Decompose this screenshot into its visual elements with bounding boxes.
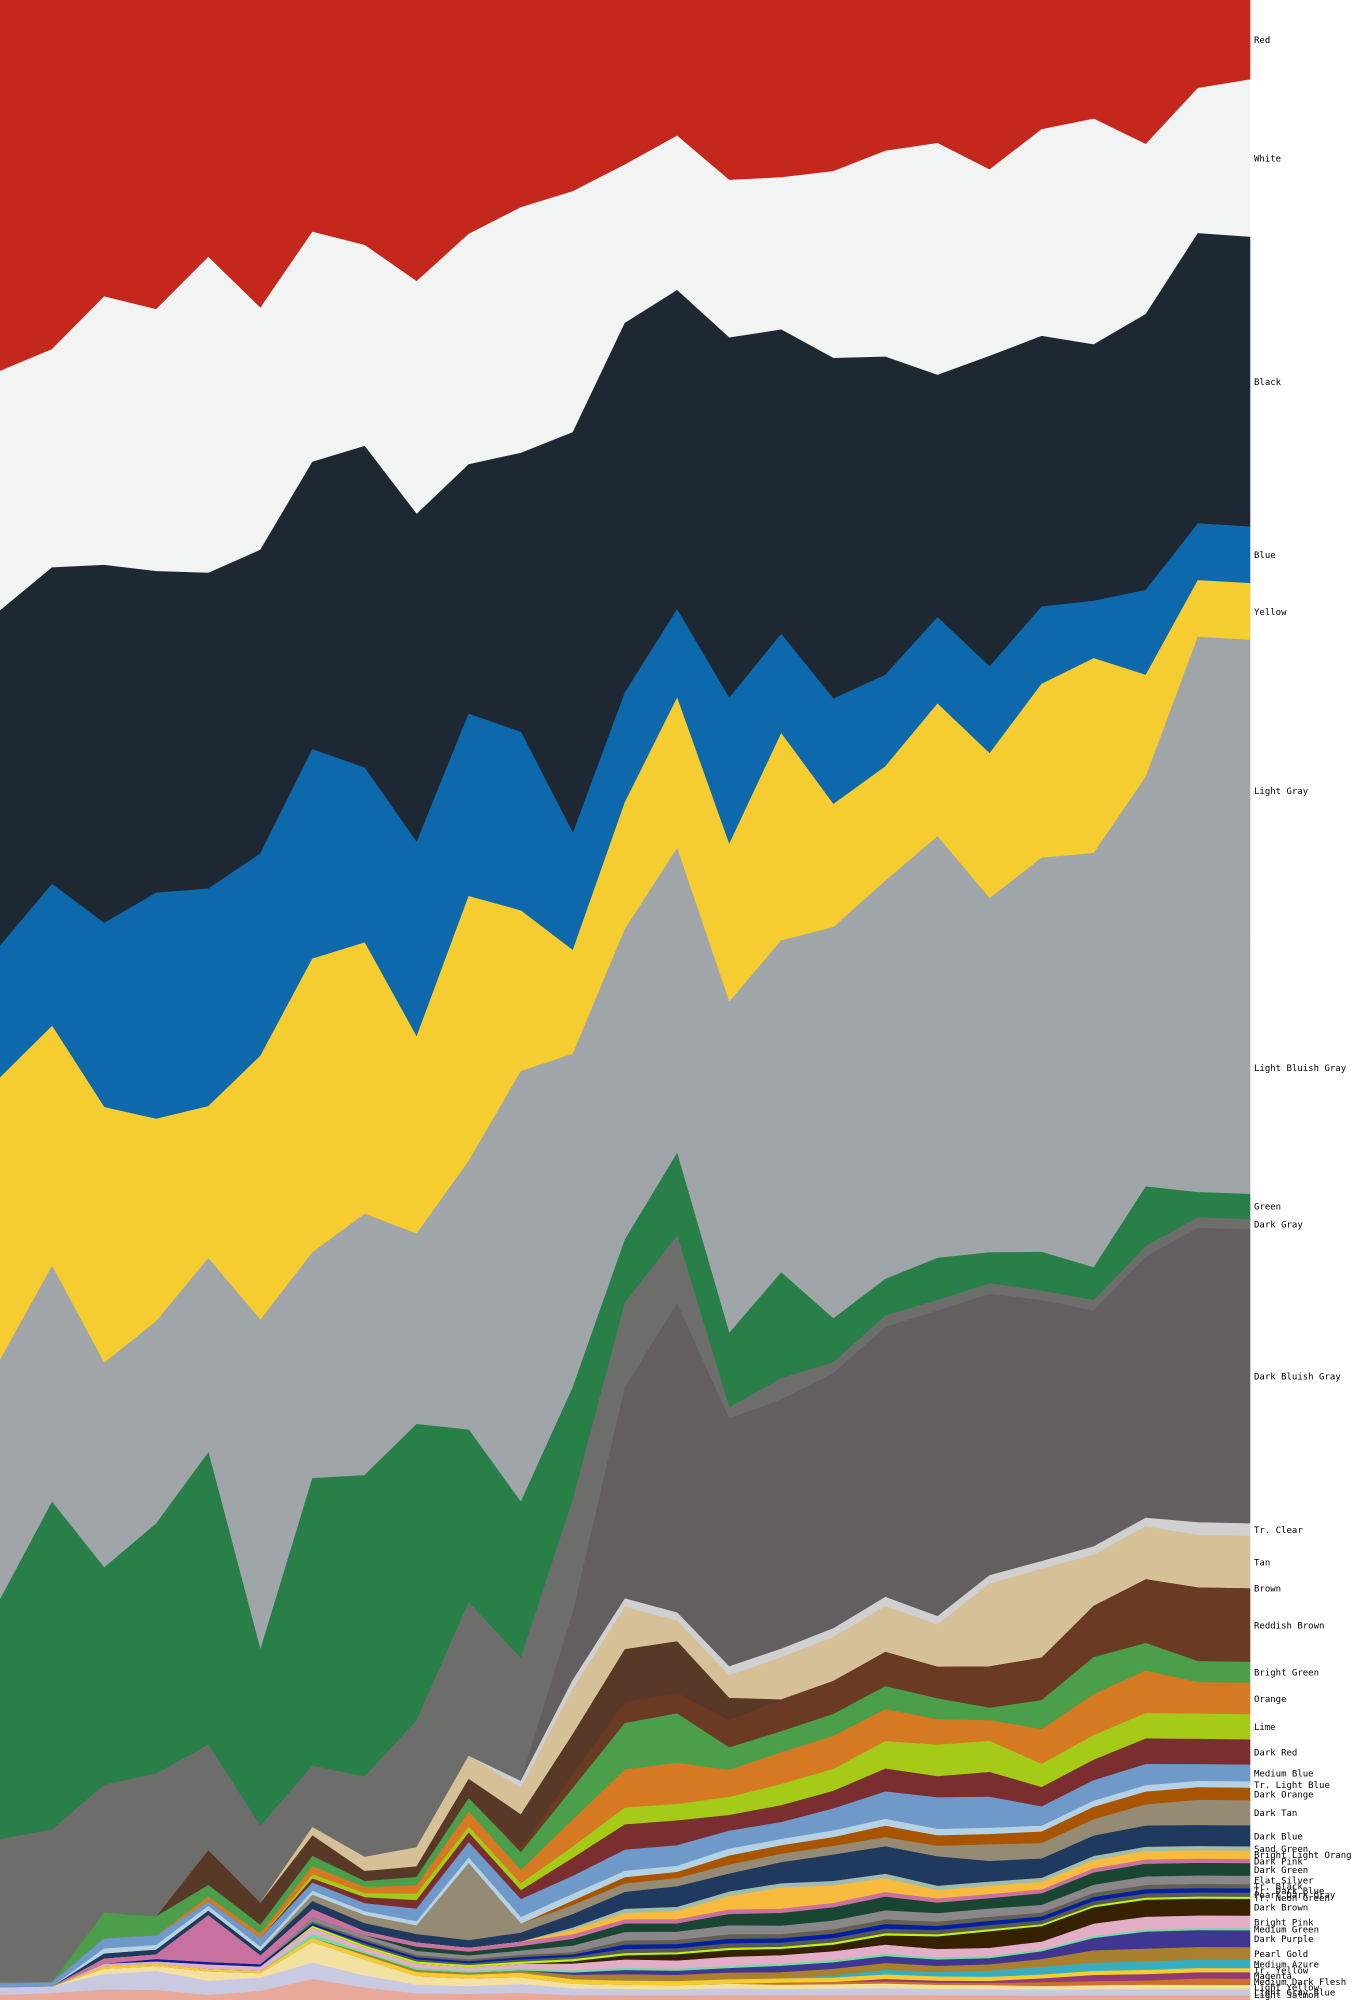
label-brown: Brown: [1254, 1585, 1281, 1595]
label-light-salmon: Light Salmon: [1254, 1991, 1319, 2000]
label-green: Green: [1254, 1203, 1281, 1213]
label-dark-bluish-gray: Dark Bluish Gray: [1254, 1373, 1341, 1383]
label-sand-green: Sand Green: [1254, 1845, 1308, 1855]
label-light-bluish-gray: Light Bluish Gray: [1254, 1064, 1347, 1074]
label-flat-silver: Flat Silver: [1254, 1876, 1314, 1886]
label-dark-purple: Dark Purple: [1254, 1935, 1314, 1945]
label-magenta: Magenta: [1254, 1972, 1292, 1982]
label-dark-blue: Dark Blue: [1254, 1832, 1303, 1842]
label-tr-light-blue: Tr. Light Blue: [1254, 1781, 1330, 1791]
label-tr-neon-green: Tr. Neon Green: [1254, 1894, 1330, 1904]
label-medium-dark-flesh: Medium Dark Flesh: [1254, 1978, 1346, 1988]
label-blue: Blue: [1254, 551, 1276, 561]
label-red: Red: [1254, 36, 1270, 46]
label-dark-tan: Dark Tan: [1254, 1809, 1297, 1819]
label-dark-pink: Dark Pink: [1254, 1857, 1303, 1867]
label-tr-dark-blue: Tr. Dark Blue: [1254, 1887, 1324, 1897]
label-light-yellow: Light Yellow: [1254, 1983, 1320, 1993]
label-pearl-gold: Pearl Gold: [1254, 1950, 1308, 1960]
label-dark-brown: Dark Brown: [1254, 1904, 1308, 1914]
label-reddish-brown: Reddish Brown: [1254, 1621, 1324, 1631]
label-dark-gray: Dark Gray: [1254, 1221, 1303, 1231]
label-light-gray-blue: Light Gray Blue: [1254, 1989, 1335, 1999]
area-layers: [0, 0, 1251, 2000]
label-dark-red: Dark Red: [1254, 1748, 1297, 1758]
label-tr-clear: Tr. Clear: [1254, 1526, 1303, 1536]
label-bright-pink: Bright Pink: [1254, 1918, 1314, 1928]
label-tan: Tan: [1254, 1558, 1270, 1568]
label-black: Black: [1254, 378, 1282, 388]
label-lime: Lime: [1254, 1723, 1276, 1733]
label-yellow: Yellow: [1254, 608, 1287, 618]
label-bright-light-orange: Bright Light Orange: [1254, 1851, 1351, 1861]
label-pearl-dark-gray: Pearl Dark Gray: [1254, 1891, 1336, 1901]
label-orange: Orange: [1254, 1695, 1287, 1705]
series-labels: Red White Black Blue Yellow Light Gray Light B…: [1254, 36, 1351, 2000]
label-medium-blue: Medium Blue: [1254, 1769, 1314, 1779]
label-dark-green: Dark Green: [1254, 1866, 1308, 1876]
label-dark-orange: Dark Orange: [1254, 1790, 1314, 1800]
label-tr-black: Tr. Black: [1254, 1883, 1303, 1893]
label-white: White: [1254, 154, 1281, 164]
label-medium-green: Medium Green: [1254, 1926, 1319, 1936]
label-tr-yellow: Tr. Yellow: [1254, 1967, 1309, 1977]
label-bright-green: Bright Green: [1254, 1669, 1319, 1679]
label-light-gray: Light Gray: [1254, 787, 1309, 797]
label-medium-azure: Medium Azure: [1254, 1960, 1319, 1970]
area-light-salmon: [0, 1979, 1251, 2000]
